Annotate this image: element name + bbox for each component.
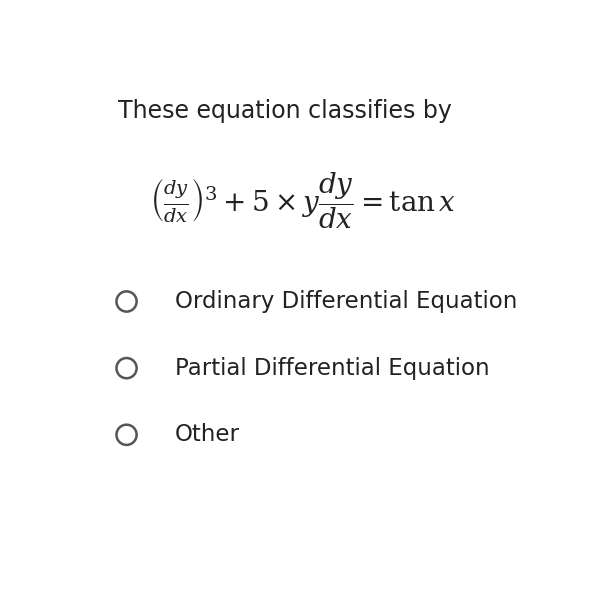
- Text: Other: Other: [174, 423, 239, 447]
- Text: $\left(\frac{dy}{dx}\right)^3 + 5 \times y\dfrac{dy}{dx} = \tan x$: $\left(\frac{dy}{dx}\right)^3 + 5 \times…: [150, 170, 456, 230]
- Text: Ordinary Differential Equation: Ordinary Differential Equation: [174, 290, 517, 313]
- Text: Partial Differential Equation: Partial Differential Equation: [174, 356, 489, 380]
- Text: These equation classifies by: These equation classifies by: [118, 99, 452, 123]
